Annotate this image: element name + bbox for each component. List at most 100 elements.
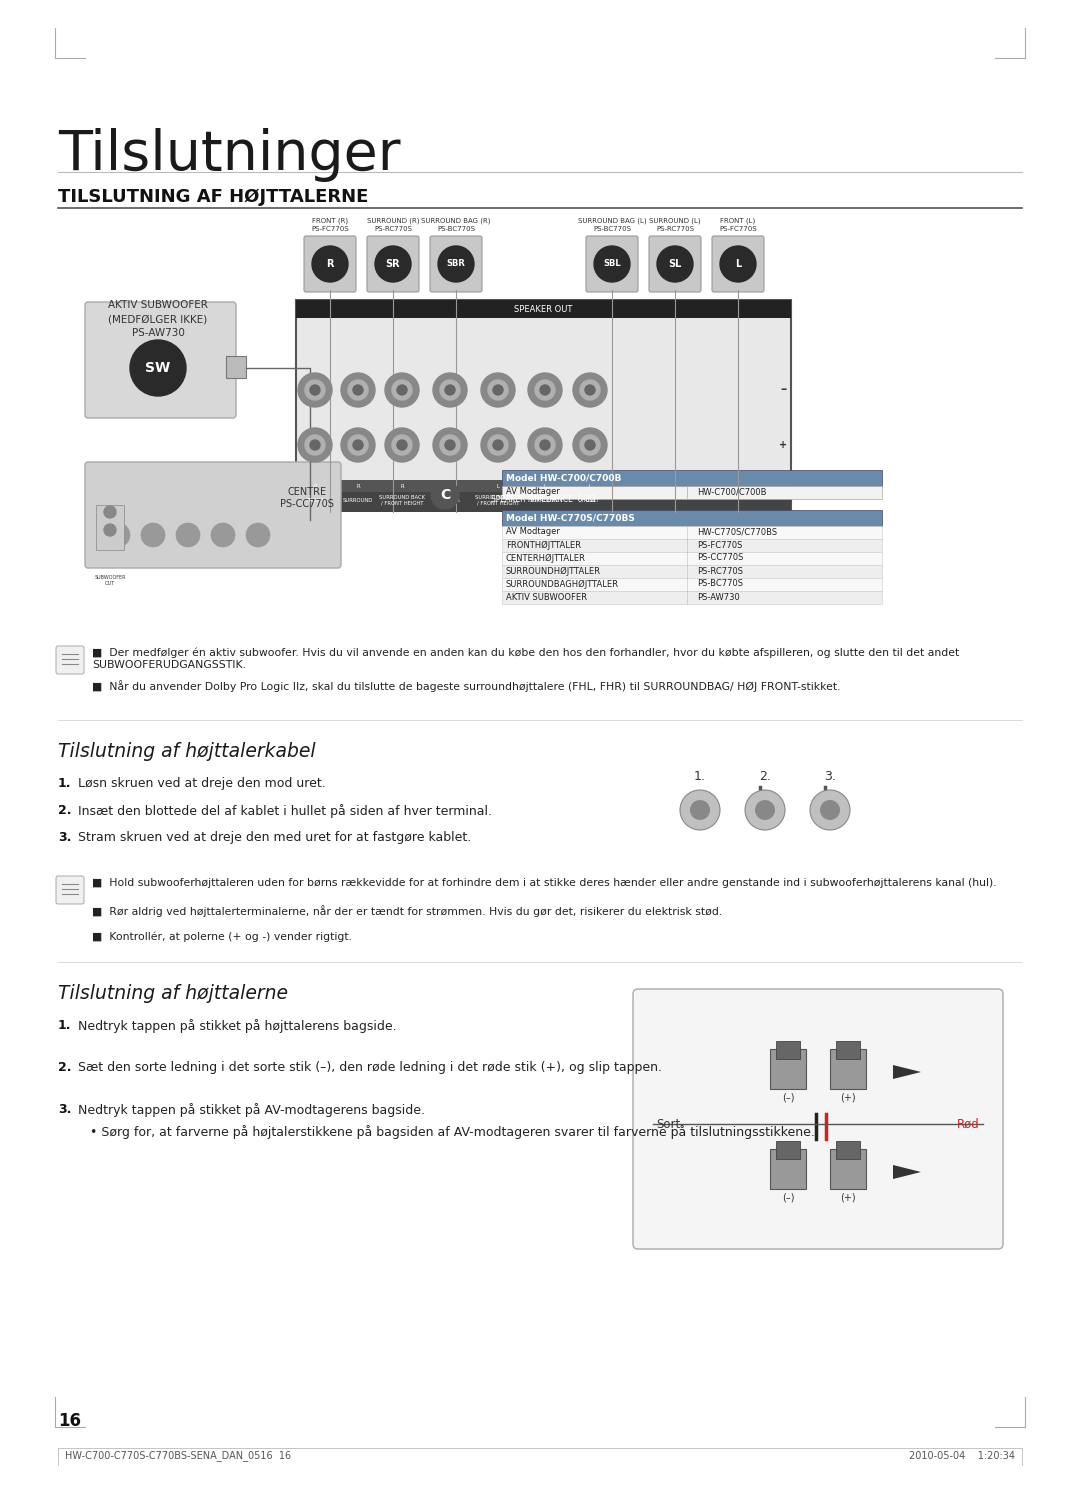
Text: PS-BC770S: PS-BC770S: [437, 226, 475, 232]
FancyBboxPatch shape: [303, 236, 356, 293]
Circle shape: [312, 247, 348, 282]
Text: 3.: 3.: [58, 1103, 71, 1117]
Text: CENTRE
PS-CC770S: CENTRE PS-CC770S: [280, 487, 334, 508]
Text: Tilslutning af højttalerne: Tilslutning af højttalerne: [58, 985, 288, 1002]
Text: Sæt den sorte ledning i det sorte stik (–), den røde ledning i det røde stik (+): Sæt den sorte ledning i det sorte stik (…: [78, 1060, 662, 1074]
Text: PS-BC770S: PS-BC770S: [697, 579, 743, 588]
Text: SPEAKER OUT: SPEAKER OUT: [514, 304, 572, 313]
Circle shape: [176, 523, 200, 546]
Text: SURROUND BACK
/ FRONT HEIGHT: SURROUND BACK / FRONT HEIGHT: [379, 495, 426, 505]
Bar: [226, 356, 246, 379]
Bar: [296, 300, 791, 318]
Circle shape: [445, 385, 455, 395]
Text: R: R: [356, 484, 360, 489]
FancyBboxPatch shape: [430, 236, 482, 293]
Circle shape: [384, 373, 419, 407]
FancyBboxPatch shape: [85, 462, 341, 567]
FancyBboxPatch shape: [367, 236, 419, 293]
Text: Insæt den blottede del af kablet i hullet på siden af hver terminal.: Insæt den blottede del af kablet i hulle…: [78, 803, 492, 818]
Bar: [836, 1140, 860, 1158]
Circle shape: [594, 247, 630, 282]
Text: Tilslutning af højttalerkabel: Tilslutning af højttalerkabel: [58, 742, 315, 760]
Text: (+): (+): [840, 1192, 855, 1201]
Bar: [296, 490, 791, 512]
Circle shape: [130, 340, 186, 396]
Circle shape: [392, 380, 411, 399]
Bar: [502, 486, 882, 499]
Circle shape: [353, 385, 363, 395]
Circle shape: [440, 380, 460, 399]
FancyBboxPatch shape: [649, 236, 701, 293]
Text: PS-AW730: PS-AW730: [697, 593, 740, 601]
Text: C: C: [440, 489, 450, 502]
Bar: [502, 578, 882, 591]
Text: SURROUND BAG (R): SURROUND BAG (R): [421, 218, 490, 224]
Bar: [296, 480, 791, 492]
Bar: [502, 564, 882, 578]
Circle shape: [433, 373, 467, 407]
Circle shape: [810, 790, 850, 830]
Bar: [296, 300, 791, 509]
Circle shape: [211, 523, 235, 546]
Text: Løsn skruen ved at dreje den mod uret.: Løsn skruen ved at dreje den mod uret.: [78, 777, 326, 790]
Text: SURROUND (L): SURROUND (L): [649, 218, 701, 224]
Circle shape: [680, 790, 720, 830]
Circle shape: [573, 373, 607, 407]
Text: AV Modtager: AV Modtager: [507, 487, 559, 496]
Text: SURROUND BAG (L): SURROUND BAG (L): [578, 218, 646, 224]
Text: PS-BC770S: PS-BC770S: [593, 226, 631, 232]
Circle shape: [397, 440, 407, 450]
Circle shape: [341, 428, 375, 462]
Text: PS-FC770S: PS-FC770S: [311, 226, 349, 232]
Text: FRONT (L): FRONT (L): [720, 218, 756, 224]
Text: PS-RC770S: PS-RC770S: [374, 226, 411, 232]
Text: AKTIV SUBWOOFER
(MEDFØLGER IKKE)
PS-AW730: AKTIV SUBWOOFER (MEDFØLGER IKKE) PS-AW73…: [108, 300, 208, 339]
Circle shape: [104, 524, 116, 536]
Circle shape: [141, 523, 165, 546]
Text: R: R: [313, 484, 316, 489]
Text: Tilslutninger: Tilslutninger: [58, 128, 401, 183]
Text: ■  Der medfølger én aktiv subwoofer. Hvis du vil anvende en anden kan du købe de: ■ Der medfølger én aktiv subwoofer. Hvis…: [92, 647, 959, 670]
Circle shape: [246, 523, 270, 546]
Text: +: +: [779, 440, 787, 450]
Text: L: L: [543, 484, 546, 489]
Text: SW: SW: [146, 361, 171, 376]
Text: R: R: [326, 258, 334, 269]
Text: ■  Når du anvender Dolby Pro Logic IIz, skal du tilslutte de bageste surroundhøj: ■ Når du anvender Dolby Pro Logic IIz, s…: [92, 680, 840, 692]
Circle shape: [348, 380, 368, 399]
Circle shape: [481, 428, 515, 462]
Text: TILSLUTNING AF HØJTTALERNE: TILSLUTNING AF HØJTTALERNE: [58, 189, 368, 206]
Text: FRONT (R): FRONT (R): [312, 218, 348, 224]
Text: FRONT: FRONT: [306, 497, 324, 502]
FancyBboxPatch shape: [56, 646, 84, 674]
Circle shape: [535, 435, 555, 454]
FancyBboxPatch shape: [712, 236, 764, 293]
Bar: [96, 505, 124, 549]
Bar: [777, 1140, 800, 1158]
Bar: [502, 552, 882, 564]
Circle shape: [540, 385, 550, 395]
Text: (+): (+): [840, 1091, 855, 1102]
Circle shape: [310, 385, 320, 395]
Circle shape: [690, 800, 710, 820]
Circle shape: [305, 435, 325, 454]
Text: L: L: [497, 484, 499, 489]
Bar: [770, 1048, 806, 1089]
Circle shape: [438, 247, 474, 282]
Text: SURROUND: SURROUND: [342, 497, 373, 502]
Circle shape: [384, 428, 419, 462]
Circle shape: [585, 440, 595, 450]
FancyBboxPatch shape: [633, 989, 1003, 1249]
Circle shape: [535, 380, 555, 399]
Circle shape: [375, 247, 411, 282]
FancyBboxPatch shape: [586, 236, 638, 293]
Text: 1.: 1.: [58, 777, 71, 790]
Text: Sort: Sort: [656, 1118, 680, 1130]
Text: HW-C770S/C770BS: HW-C770S/C770BS: [697, 527, 778, 536]
Text: ■  Kontrollér, at polerne (+ og -) vender rigtigt.: ■ Kontrollér, at polerne (+ og -) vender…: [92, 933, 352, 943]
Bar: [770, 1149, 806, 1189]
Text: AKTIV SUBWOOFER: AKTIV SUBWOOFER: [507, 593, 588, 601]
Text: SBR: SBR: [446, 260, 465, 269]
Text: –: –: [780, 383, 786, 396]
Text: FRONT: FRONT: [581, 497, 599, 502]
